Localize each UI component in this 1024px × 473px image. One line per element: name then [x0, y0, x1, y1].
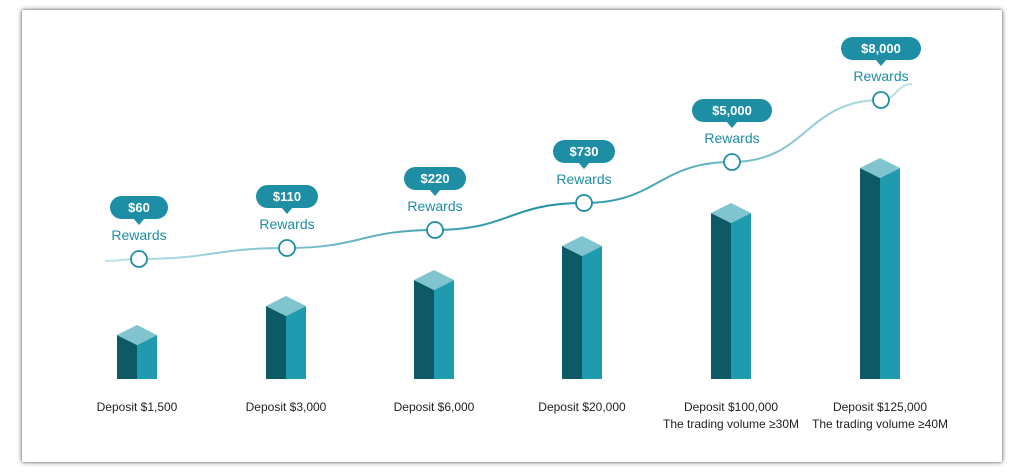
reward-marker-4	[575, 194, 593, 212]
bar-6	[860, 158, 900, 379]
tier-label-1: Deposit $1,500	[97, 400, 178, 414]
bar-1	[117, 325, 157, 379]
reward-badge-1: $60	[110, 196, 168, 225]
rewards-curve	[104, 83, 913, 262]
reward-marker-2	[278, 239, 296, 257]
tier-label-6: Deposit $125,000	[833, 400, 927, 414]
tier-label-4: Deposit $20,000	[538, 400, 626, 414]
reward-badge-6: $8,000	[841, 37, 921, 66]
bar-2	[266, 296, 306, 379]
bar-4	[562, 236, 602, 379]
bar-3	[414, 270, 454, 379]
reward-amount-label: $5,000	[712, 103, 752, 118]
reward-badge-3: $220	[404, 167, 466, 196]
reward-amount-label: $220	[421, 171, 450, 186]
rewards-caption: Rewards	[111, 227, 166, 243]
tier-label-3: Deposit $6,000	[394, 400, 475, 414]
rewards-caption: Rewards	[556, 171, 611, 187]
reward-badge-2: $110	[256, 185, 318, 214]
reward-amount-label: $730	[570, 144, 599, 159]
reward-marker-6	[872, 91, 890, 109]
tier-sublabel-6: The trading volume ≥40M	[812, 417, 948, 431]
rewards-chart-card: Rewards $60 Deposit $1,500 Rewards $110 Depos…	[22, 10, 1002, 462]
rewards-caption: Rewards	[407, 198, 462, 214]
tier-label-5: Deposit $100,000	[684, 400, 778, 414]
rewards-caption: Rewards	[704, 130, 759, 146]
bar-5	[711, 203, 751, 379]
reward-amount-label: $8,000	[861, 41, 901, 56]
reward-amount-label: $60	[128, 200, 150, 215]
rewards-caption: Rewards	[853, 68, 908, 84]
reward-marker-5	[723, 153, 741, 171]
reward-badge-4: $730	[553, 140, 615, 169]
reward-marker-1	[130, 250, 148, 268]
rewards-caption: Rewards	[259, 216, 314, 232]
reward-amount-label: $110	[273, 189, 301, 204]
tier-sublabel-5: The trading volume ≥30M	[663, 417, 799, 431]
tier-label-2: Deposit $3,000	[246, 400, 327, 414]
reward-marker-3	[426, 221, 444, 239]
reward-badge-5: $5,000	[692, 99, 772, 128]
